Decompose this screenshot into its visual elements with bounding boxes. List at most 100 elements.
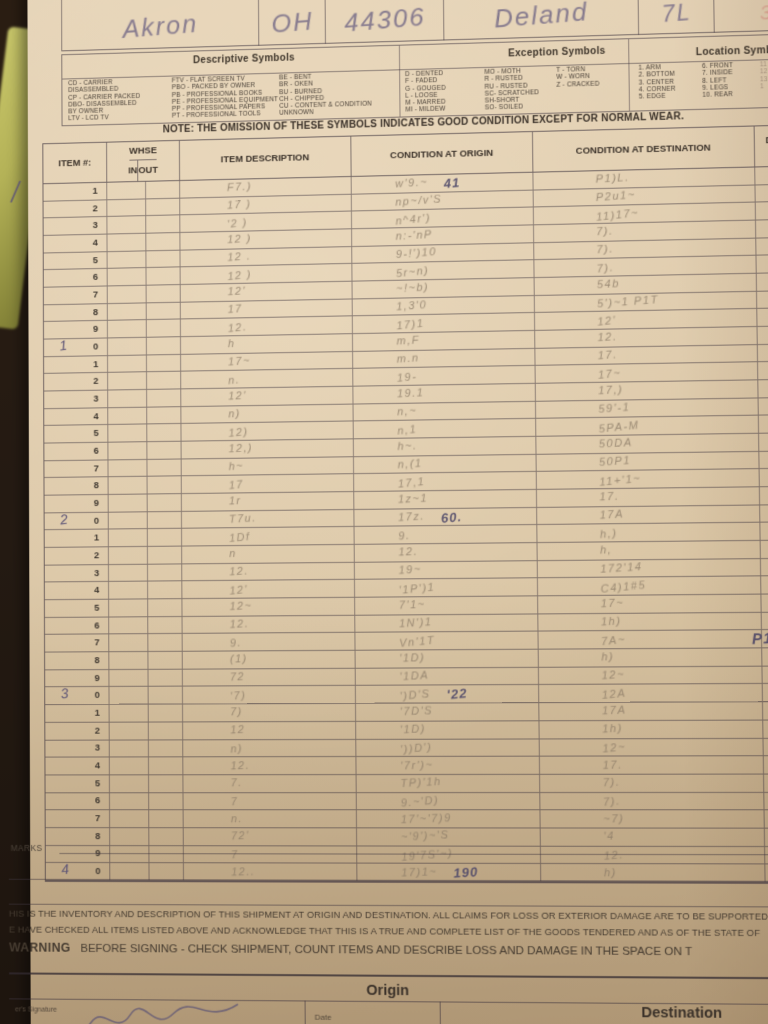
printed-item-digit: 2: [94, 725, 100, 737]
whse-in-label: IN: [128, 165, 138, 177]
printed-item-digit: 1: [93, 358, 99, 370]
handwriting-scribble: n: [229, 548, 238, 561]
handwriting-scribble: 12.: [603, 848, 625, 863]
handwriting-scribble: 17,): [597, 384, 624, 398]
printed-item-digit: 5: [92, 254, 98, 266]
handwriting-scribble: 12~: [229, 600, 253, 614]
whse-out-cell: [145, 319, 180, 337]
handwriting-scribble: 7).: [596, 243, 615, 257]
handwriting-scribble: 17)1~: [401, 865, 438, 879]
printed-item-digit: 3: [94, 567, 100, 579]
handwriting-scribble: T7u.: [228, 512, 257, 527]
item-description-cell: 7: [182, 792, 356, 810]
origin-section-title: Origin: [366, 982, 410, 1000]
clipped-column-cell: [761, 702, 768, 720]
handwriting-scribble: 72: [229, 671, 246, 684]
item-description-cell: 12,): [180, 439, 353, 459]
whse-out-cell: [147, 616, 182, 634]
clipped-column-cell: [757, 415, 768, 433]
whse-out-cell: [145, 232, 180, 251]
whse-header: WHSE IN OUT: [106, 140, 180, 182]
whse-out-cell: [147, 599, 182, 617]
condition-origin-cell: 7'1~: [354, 596, 538, 615]
exception-col-1: D - DENTED F - FADED G - GOUGED L - LOOSE M …: [405, 70, 446, 114]
warning-label: WARNING: [9, 940, 71, 955]
printed-item-digit: 8: [93, 480, 99, 492]
whse-in-cell: [107, 355, 147, 373]
printed-item-digit: 0: [94, 690, 100, 702]
item-description-cell: n.: [180, 369, 353, 389]
item-description-cell: 12': [181, 580, 355, 599]
item-description-cell: 12: [182, 721, 356, 739]
handwriting-scribble: n): [228, 407, 242, 421]
condition-origin-cell: 1z~1: [353, 490, 537, 509]
whse-in-cell: [107, 389, 147, 407]
whse-out-cell: [147, 634, 182, 652]
printed-item-digit: 6: [92, 272, 98, 283]
condition-origin-cell: 9.: [353, 525, 537, 544]
item-number-cell: 2: [45, 723, 108, 740]
handwriting-scribble: 172'14: [599, 561, 643, 576]
exception-col-2: MO - MOTH R - RUSTED RU - RUSTED SC- SCRATC…: [484, 67, 539, 112]
handwriting-scribble: 12.: [227, 321, 248, 335]
item-description-cell: n): [182, 739, 356, 757]
item-number-cell: 4: [45, 582, 108, 599]
condition-origin-header: CONDITION AT ORIGIN: [350, 132, 533, 176]
whse-out-cell: [148, 810, 183, 828]
handwriting-scribble: h): [603, 866, 618, 880]
handwriting-scribble: np~/v'S: [395, 193, 443, 209]
printed-item-digit: 0: [93, 515, 100, 527]
handwriting-scribble: '1P')1: [398, 581, 436, 597]
condition-origin-cell: n,~: [352, 401, 536, 421]
item-description-cell: (1): [181, 650, 355, 669]
handwriting-scribble: 12': [227, 285, 247, 299]
item-number-cell: 5: [44, 425, 107, 442]
condition-destination-cell: 7).: [539, 774, 764, 792]
clipped-column-cell: [759, 558, 768, 576]
item-description-cell: 12.: [182, 757, 356, 775]
condition-destination-cell: 17~: [534, 362, 758, 383]
item-description-cell: 7.: [182, 774, 356, 792]
handwriting-scribble: 19'7S'~): [400, 847, 454, 864]
item-number-cell: 1: [45, 705, 108, 722]
handwriting-scribble: 7).: [596, 261, 615, 276]
pen-annotation: 190: [452, 864, 479, 881]
whse-out-cell: [145, 337, 181, 355]
condition-origin-cell: ~!~b): [351, 278, 534, 299]
handwriting-scribble: Vn'1T: [398, 634, 436, 650]
handwriting-scribble: 17z.: [397, 510, 426, 525]
clipped-column-cell: [756, 308, 768, 327]
descriptive-col-2: FTV - FLAT SCREEN TV PBO - PACKED BY OWNE…: [172, 75, 279, 121]
whse-out-label: OUT: [137, 159, 158, 182]
handwriting-scribble: m,F: [396, 334, 421, 349]
handwriting-scribble: TP)'1h: [400, 776, 442, 791]
location-col-1: 1. ARM 2. BOTTOM 3. CENTER 4. CORNER 5. EDGE: [638, 64, 675, 101]
legend-entry: 12: [759, 68, 768, 76]
handwriting-scribble: 7).: [596, 225, 615, 239]
handwriting-scribble: 17.: [602, 758, 624, 772]
whse-out-cell: [146, 389, 181, 407]
clipped-column-cell: [763, 792, 768, 810]
clipped-column-cell: [754, 166, 768, 185]
zip-cell: 44306: [324, 0, 445, 44]
pen-annotation: P1(T: [751, 629, 768, 649]
whse-out-cell: [146, 406, 181, 424]
handwriting-scribble: 17A: [599, 508, 625, 523]
handwriting-scribble: ~!~b): [395, 281, 430, 296]
handwriting-scribble: 17~: [597, 367, 623, 382]
whse-out-cell: [146, 494, 181, 512]
item-number-cell: 3: [44, 217, 107, 235]
condition-destination-cell: ~7): [539, 810, 764, 828]
condition-origin-cell: m,F: [351, 330, 535, 351]
condition-origin-cell: 9.~'D): [355, 792, 540, 810]
clipped-column-cell: [759, 504, 768, 523]
whse-in-cell: [108, 669, 148, 687]
condition-destination-cell: 1h): [537, 612, 761, 632]
location-col-2: 6. FRONT 7. INSIDE 8. LEFT 9. LEGS 10. REAR: [702, 62, 734, 99]
item-number-header: ITEM #:: [58, 157, 92, 169]
item-number-cell: 1: [43, 183, 106, 201]
handwriting-scribble: h): [601, 651, 615, 665]
handwriting-scribble: 1h): [601, 722, 624, 736]
handwriting-scribble: 17.: [597, 349, 619, 363]
